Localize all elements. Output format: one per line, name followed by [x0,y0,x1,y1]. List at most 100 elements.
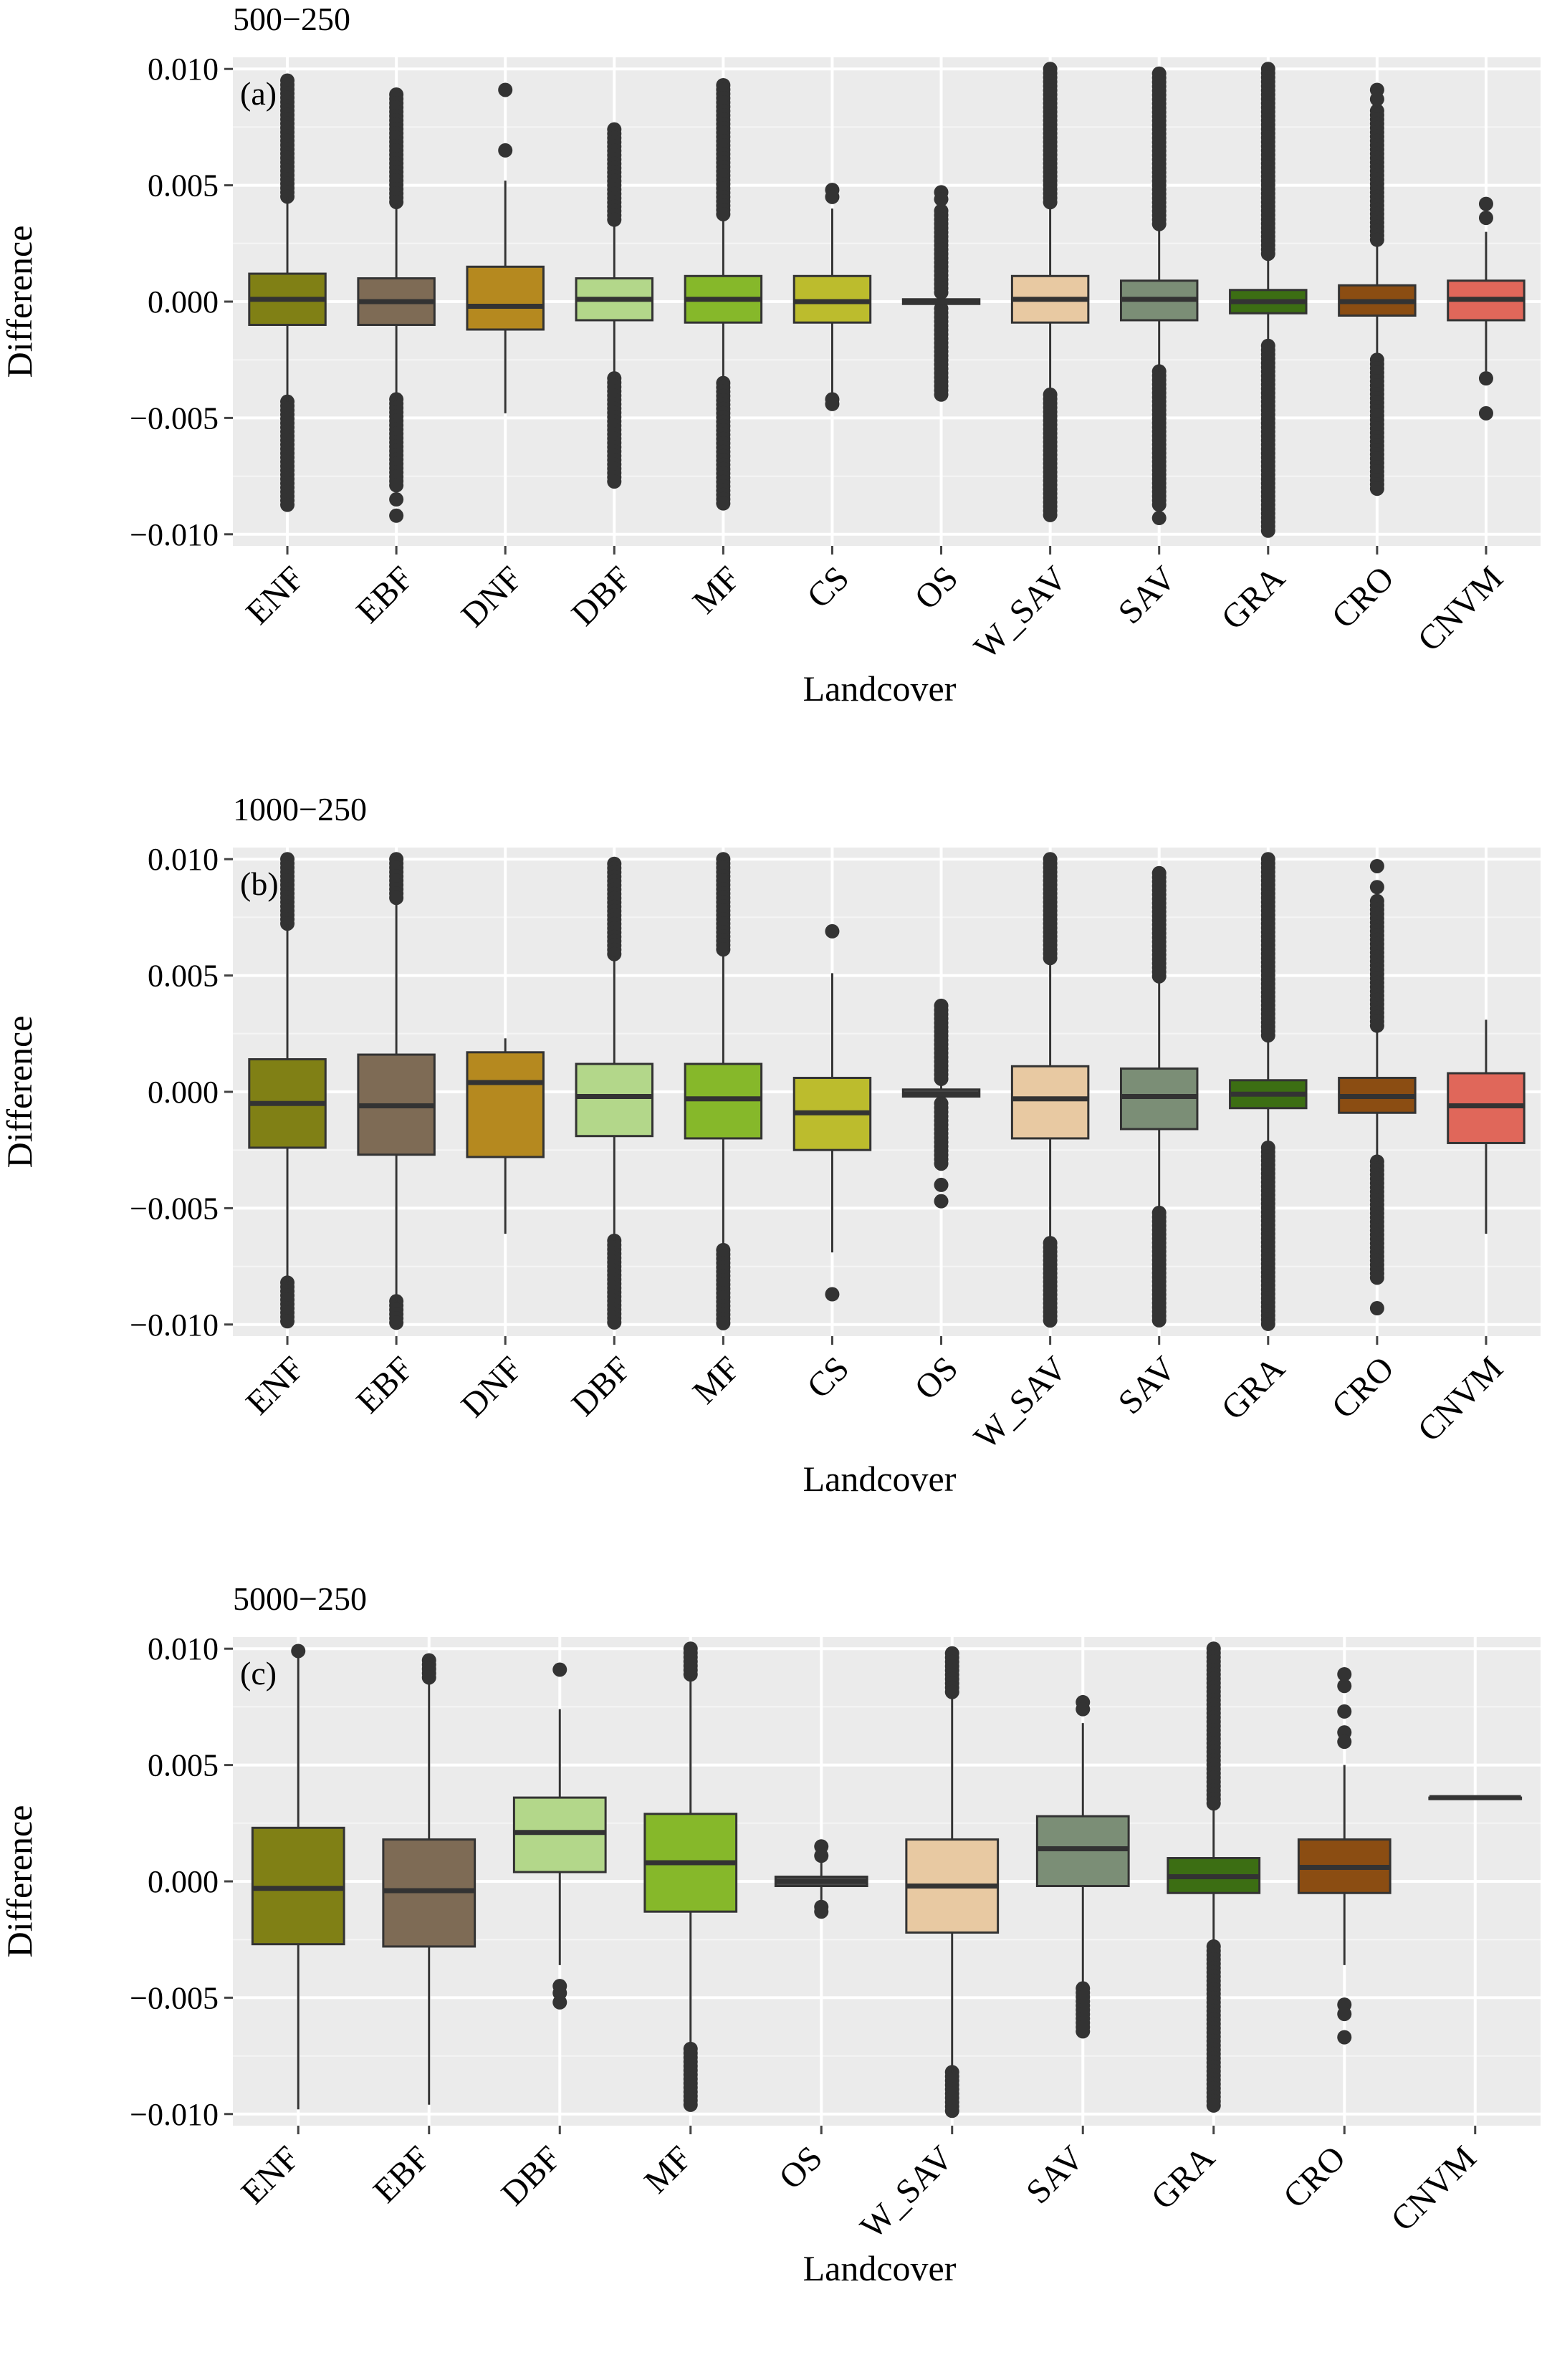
outlier-point [1043,1313,1058,1328]
box-MF [684,852,763,1330]
outlier-point [1043,951,1058,966]
outlier-point [825,189,840,204]
outlier-point [389,478,404,493]
outlier-point [934,387,949,402]
outlier-point [716,1315,731,1330]
box-EBF [357,852,436,1330]
outlier-point [1369,1301,1384,1316]
outlier-point [934,1194,949,1209]
box-MF [643,1641,738,2112]
outlier-point [389,492,404,507]
y-tick-label: −0.005 [130,1191,219,1226]
panel-3: 0.010 0.005 0.000 −0.005 −0.010 5000−250 (c) Di… [0,1580,1541,2288]
box-CRO [1338,82,1417,496]
outlier-point [683,2097,698,2112]
box-body [1010,1065,1090,1140]
outlier-point [1076,1702,1091,1717]
y-tick-label: 0.010 [148,842,219,877]
outlier-point [683,1667,698,1682]
outlier-point [814,1904,829,1919]
y-tick-label: −0.010 [130,2097,219,2132]
outlier-point [1043,195,1058,210]
outlier-point [1043,507,1058,522]
outlier-point [498,82,513,97]
box-body [466,265,545,331]
outlier-point [1151,216,1167,231]
box-DBF [575,122,654,489]
outlier-point [421,1670,436,1685]
outlier-point [607,946,622,961]
box-OS [774,1839,868,1919]
box-CNVM [1447,196,1526,421]
outlier-point [1369,481,1384,496]
outlier-point [944,2103,959,2119]
outlier-point [1369,880,1384,895]
outlier-point [1478,406,1493,421]
outlier-point [1206,2098,1221,2113]
y-axis-title: Difference [0,1016,39,1169]
outlier-point [389,194,404,209]
outlier-point [1076,2024,1091,2039]
outlier-point [1369,92,1384,107]
panel-title: 5000−250 [233,1580,367,1617]
outlier-point [1478,211,1493,226]
box-ENF [248,852,327,1329]
outlier-point [1369,1270,1384,1285]
y-tick-label: −0.010 [130,1307,219,1343]
outlier-point [825,923,840,939]
outlier-point [1337,2007,1352,2022]
panel-2: 0.010 0.005 0.000 −0.005 −0.010 1000−250 (b) Di… [0,791,1541,1499]
box-GRA [1229,62,1308,538]
box-CS [792,183,872,411]
outlier-point [814,1848,829,1863]
outlier-point [1260,1316,1275,1331]
box-ENF [251,1644,345,2110]
panel-tag: (b) [240,865,279,902]
box-CRO [1338,858,1417,1316]
box-W_SAV [1010,62,1090,522]
outlier-point [280,497,295,512]
outlier-point [1369,232,1384,247]
outlier-point [607,474,622,489]
y-tick-label: −0.010 [130,517,219,552]
outlier-point [1151,497,1167,512]
outlier-point [280,189,295,204]
x-axis-title: Landcover [803,2248,957,2288]
outlier-point [1260,246,1275,261]
box-body [466,1051,545,1158]
panel-title: 1000−250 [233,791,367,827]
box-GRA [1167,1641,1261,2113]
box-MF [684,77,763,511]
x-axis-title: Landcover [803,668,957,709]
y-axis-title: Difference [0,226,39,378]
box-CNVM [1428,1795,1523,1800]
outlier-point [944,1684,959,1699]
box-W_SAV [905,1646,1000,2119]
chart-layer: 0.010 0.005 0.000 −0.005 −0.010 500−250 (a) Dif… [0,1,1541,2288]
box-W_SAV [1010,852,1090,1328]
panel-tag: (c) [240,1655,277,1692]
box-OS [901,998,981,1209]
outlier-point [1337,1666,1352,1681]
outlier-point [1478,371,1493,386]
outlier-point [389,891,404,906]
outlier-point [552,1995,567,2010]
box-DBF [575,856,654,1330]
y-tick-label: 0.005 [148,168,219,203]
y-tick-label: −0.005 [130,400,219,436]
outlier-point [1151,1313,1167,1328]
box-CS [792,923,872,1302]
box-GRA [1229,852,1308,1331]
outlier-point [280,916,295,931]
x-axis-title: Landcover [803,1459,957,1499]
y-tick-label: 0.005 [148,1748,219,1783]
panel-tag: (a) [240,75,277,112]
outlier-point [934,1177,949,1192]
outlier-point [1337,1679,1352,1694]
box-OS [901,185,981,402]
outlier-point [1369,858,1384,873]
outlier-point [825,396,840,411]
outlier-point [607,212,622,227]
outlier-point [934,1071,949,1086]
